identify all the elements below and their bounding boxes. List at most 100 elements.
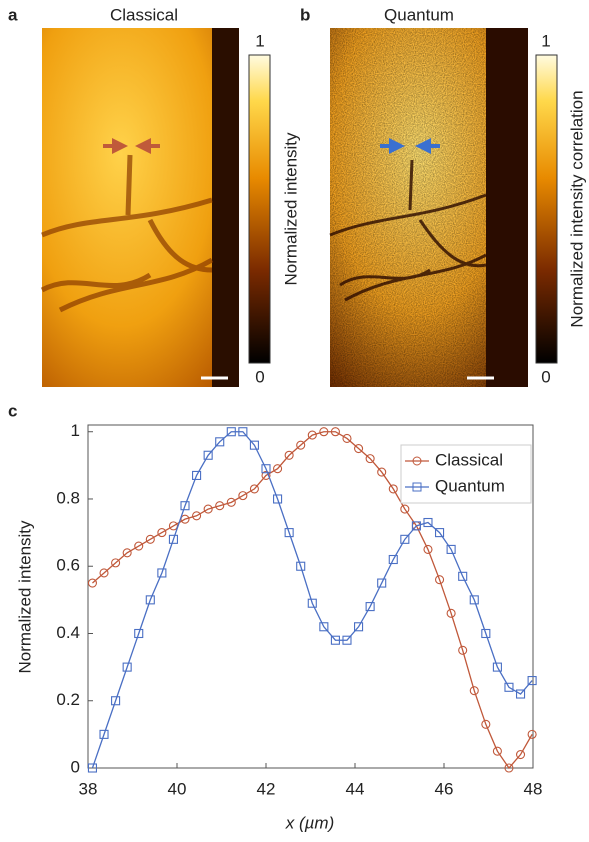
point — [307, 430, 317, 440]
point — [434, 528, 445, 538]
colorbar — [535, 54, 558, 364]
point — [515, 749, 526, 760]
point — [192, 511, 202, 521]
point — [261, 464, 271, 474]
point — [134, 628, 144, 639]
point — [111, 558, 121, 568]
point — [319, 622, 329, 632]
point — [192, 470, 202, 480]
plot-frame — [87, 424, 534, 769]
point — [492, 746, 502, 756]
colorbar-tick-label: 1 — [541, 31, 550, 50]
legend-marker — [412, 482, 422, 492]
y-tick-label: 0 — [71, 757, 80, 776]
image-texture — [40, 154, 214, 313]
point — [87, 763, 97, 773]
point — [273, 464, 283, 474]
colorbar-tick-label: 1 — [255, 31, 264, 50]
point — [249, 440, 259, 450]
point — [458, 645, 468, 655]
y-tick-label: 0.2 — [56, 690, 80, 709]
point — [319, 427, 329, 437]
point — [365, 454, 375, 464]
point — [157, 568, 167, 578]
point — [122, 548, 132, 558]
point — [481, 719, 491, 729]
point — [481, 628, 491, 639]
x-axis-label: x (µm) — [285, 813, 335, 832]
point — [226, 427, 236, 437]
point — [377, 578, 387, 588]
point — [215, 437, 225, 447]
point — [515, 689, 526, 699]
point — [87, 578, 97, 588]
panel-label: c — [8, 401, 17, 420]
point — [296, 561, 306, 571]
point — [273, 494, 283, 504]
x-tick-label: 38 — [79, 779, 98, 798]
point — [122, 662, 132, 672]
point — [249, 484, 259, 494]
panel-a: a Classical 1 0 Normalized intensity — [8, 5, 300, 387]
point — [284, 450, 294, 460]
point — [388, 484, 398, 494]
point — [238, 427, 248, 437]
legend-label: Classical — [435, 450, 503, 469]
point — [434, 575, 445, 585]
image-texture — [329, 159, 487, 302]
legend-box — [400, 444, 532, 504]
series-line — [91, 431, 533, 769]
point — [238, 491, 248, 501]
point — [446, 544, 456, 554]
point — [400, 504, 410, 514]
panel-b: b Quantum 1 0 Normalized intensity corre… — [300, 5, 586, 387]
point — [377, 467, 387, 477]
point — [145, 534, 155, 544]
colorbar-label: Normalized intensity correlation — [567, 90, 586, 327]
panel-title: Classical — [110, 5, 178, 24]
point — [284, 528, 294, 538]
image — [42, 28, 239, 387]
point — [354, 443, 364, 454]
point — [203, 504, 213, 514]
panel-title: Quantum — [384, 5, 454, 24]
y-axis-label: Normalized intensity — [15, 520, 34, 674]
x-tick-label: 42 — [257, 779, 276, 798]
y-tick-label: 0.8 — [56, 488, 80, 507]
x-tick-label: 46 — [435, 779, 454, 798]
image-edge — [212, 28, 239, 387]
point — [469, 595, 479, 605]
colorbar — [248, 54, 271, 364]
point — [400, 534, 410, 544]
legend-marker — [412, 456, 422, 466]
x-tick-label: 44 — [346, 779, 365, 798]
point — [423, 517, 433, 528]
y-tick-label: 0.4 — [56, 623, 80, 642]
point — [111, 696, 121, 706]
point — [203, 450, 213, 460]
panel-label: b — [300, 5, 310, 24]
y-tick-label: 1 — [71, 421, 80, 440]
point — [411, 521, 421, 531]
point — [469, 686, 479, 696]
point — [504, 682, 514, 692]
panel-label: a — [8, 5, 18, 24]
point — [296, 440, 306, 450]
point — [492, 662, 502, 672]
colorbar-tick-label: 0 — [255, 367, 264, 386]
point — [168, 534, 178, 544]
point — [99, 568, 109, 578]
colorbar-tick-label: 0 — [541, 367, 550, 386]
point — [180, 501, 190, 511]
image-edge — [486, 28, 528, 387]
line-chart: c x (µm) Normalized intensity 38 40 42 44 46… — [8, 401, 542, 832]
point — [458, 571, 468, 581]
point — [365, 602, 375, 612]
point — [330, 635, 340, 645]
point — [342, 635, 352, 645]
point — [342, 433, 352, 444]
point — [307, 598, 317, 608]
point — [134, 541, 144, 551]
legend-label: Quantum — [435, 476, 505, 495]
